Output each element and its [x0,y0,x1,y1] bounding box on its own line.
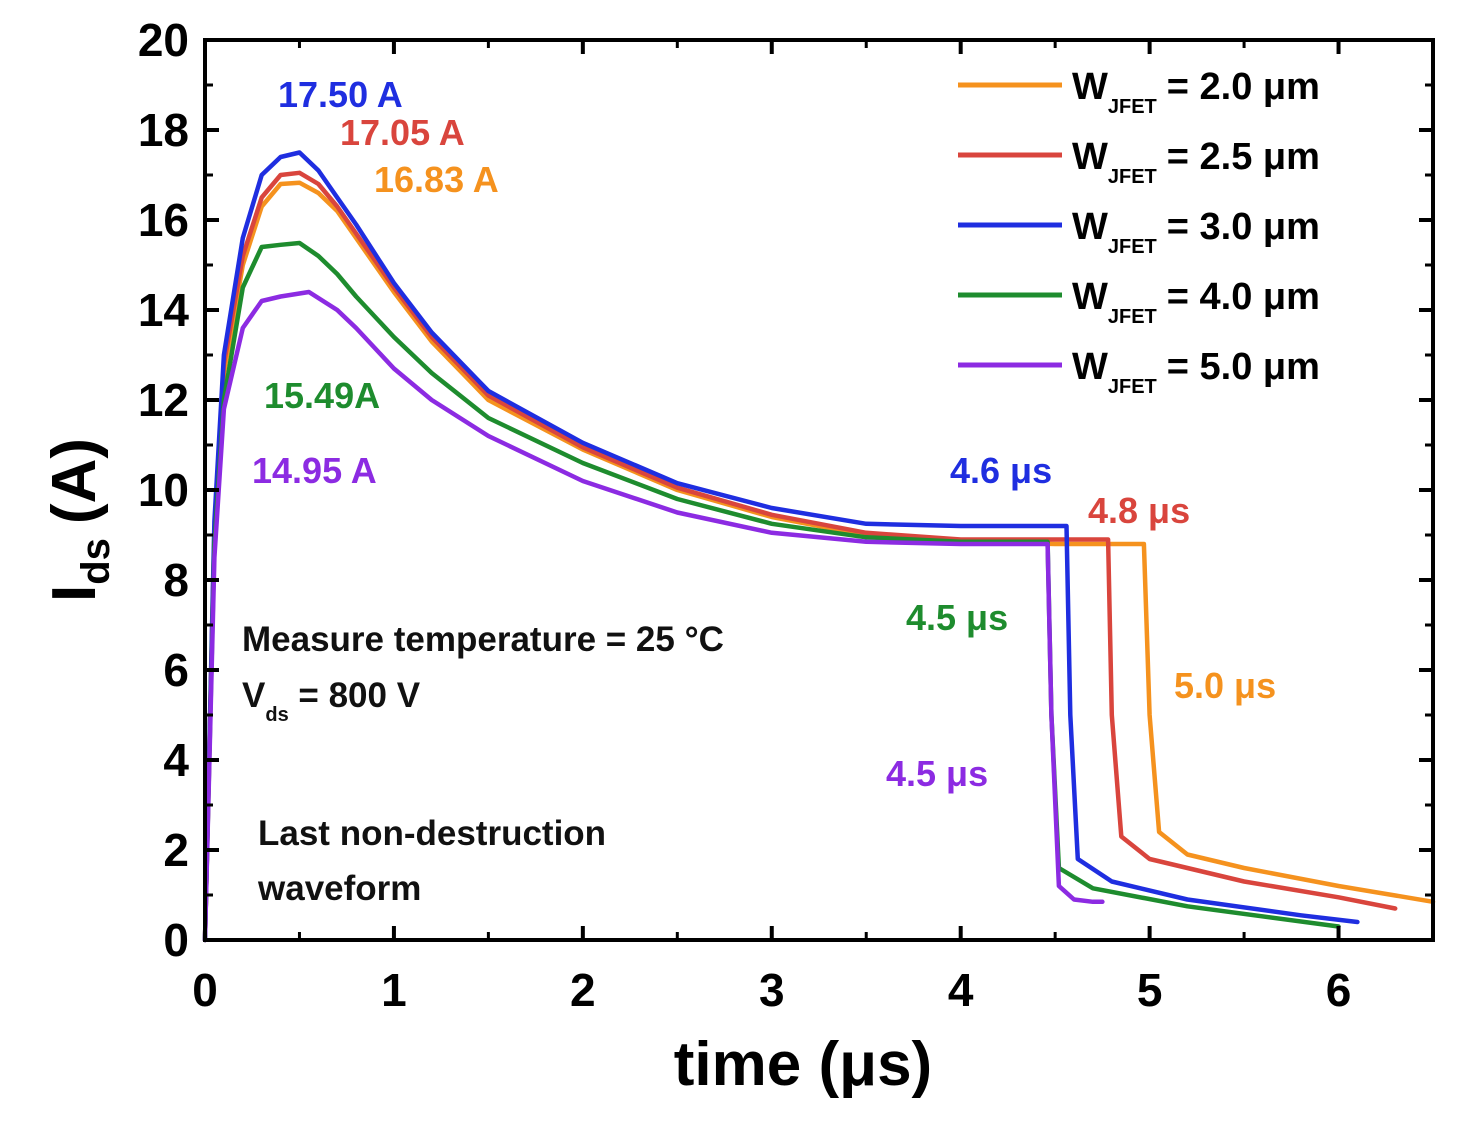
legend-label-4: WJFET = 5.0 μm [1072,346,1320,398]
legend-label-value: = 4.0 μm [1167,276,1320,318]
series-line-1 [202,170,1398,943]
y-axis-label-unit: (A) [40,438,109,524]
legend-label-3: WJFET = 4.0 μm [1072,276,1320,328]
legend-label-sub: JFET [1108,96,1157,118]
legend-label-sub: JFET [1108,306,1157,328]
annotation-time-orange: 5.0 μs [1174,665,1276,706]
legend-label-value: = 2.5 μm [1167,136,1320,178]
series-line-0 [202,180,1436,943]
legend-label-0: WJFET = 2.0 μm [1072,66,1320,118]
vds-note-main: V [242,676,266,715]
series-line-2 [202,150,1360,943]
last-nondestruction-note-line1: Last non-destruction [258,814,606,853]
annotation-peak-blue: 17.50 A [278,74,403,115]
series-curves [202,150,1436,943]
annotation-peak-green: 15.49A [264,375,380,416]
legend-label-sub: JFET [1108,236,1157,258]
annotation-peak-orange: 16.83 A [374,159,499,200]
vds-note: Vds = 800 V [242,676,421,726]
y-tick-label: 14 [138,284,190,336]
legend-label-main: W [1072,66,1108,108]
y-axis-label: Ids (A) [40,438,118,602]
annotation-time-purple: 4.5 μs [886,753,988,794]
y-tick-label: 16 [138,194,189,246]
last-nondestruction-note-line2: waveform [257,869,421,908]
x-tick-label: 4 [948,964,974,1016]
x-axis-label: time (μs) [674,1030,932,1099]
x-tick-label: 0 [192,964,218,1016]
legend-label-value: = 5.0 μm [1167,346,1320,388]
y-tick-label: 4 [163,734,189,786]
legend-label-sub: JFET [1108,376,1157,398]
y-tick-label: 12 [138,374,189,426]
annotation-time-red: 4.8 μs [1088,490,1190,531]
annotation-peak-red: 17.05 A [340,112,465,153]
legend-label-main: W [1072,276,1108,318]
measure-temperature-note: Measure temperature = 25 °C [242,620,724,659]
legend-label-main: W [1072,206,1108,248]
y-tick-label: 6 [163,644,189,696]
annotation-time-blue: 4.6 μs [950,450,1052,491]
vds-note-value: = 800 V [289,676,421,715]
y-tick-label: 0 [163,914,189,966]
legend-label-sub: JFET [1108,166,1157,188]
legend-label-1: WJFET = 2.5 μm [1072,136,1320,188]
legend-label-2: WJFET = 3.0 μm [1072,206,1320,258]
y-tick-label: 8 [163,554,189,606]
y-tick-label: 18 [138,104,189,156]
legend-label-main: W [1072,136,1108,178]
x-tick-label: 2 [570,964,596,1016]
series-line-4 [202,289,1105,943]
y-tick-label: 10 [138,464,189,516]
legend-label-main: W [1072,346,1108,388]
vds-note-sub: ds [265,704,288,726]
y-tick-label: 20 [138,14,189,66]
x-tick-label: 1 [381,964,407,1016]
annotation-time-green: 4.5 μs [906,597,1008,638]
annotation-peak-purple: 14.95 A [252,450,377,491]
x-tick-label: 6 [1326,964,1352,1016]
y-axis-label-main: I [40,585,109,602]
y-tick-label: 2 [163,824,189,876]
legend-label-value: = 3.0 μm [1167,206,1320,248]
y-axis-label-sub: ds [74,538,118,585]
x-tick-label: 5 [1137,964,1163,1016]
legend-label-value: = 2.0 μm [1167,66,1320,108]
x-tick-label: 3 [759,964,785,1016]
